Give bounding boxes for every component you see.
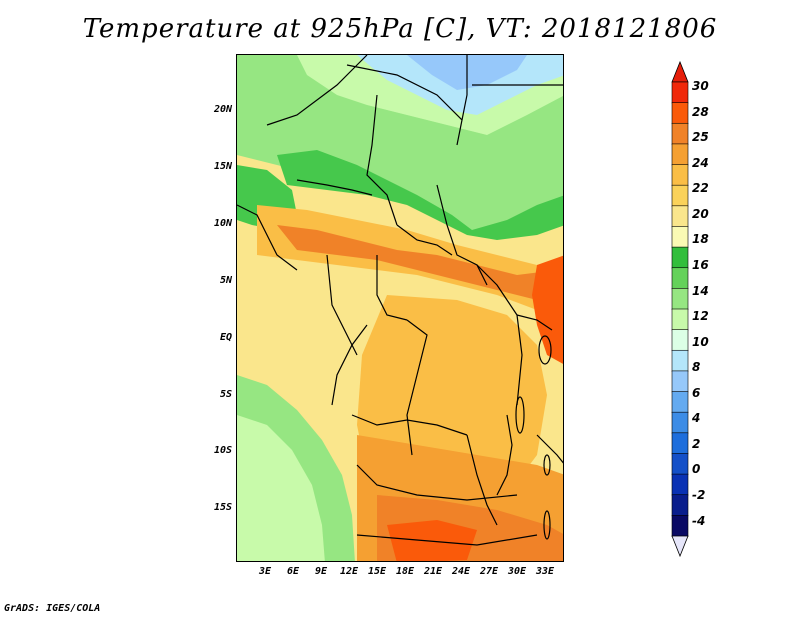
colorbar-label-12: 12 bbox=[692, 309, 709, 323]
lat-label-20n: 20N bbox=[213, 104, 232, 115]
sahel-green-band bbox=[277, 150, 563, 240]
colorbar-label-6: 6 bbox=[692, 386, 701, 400]
colorbar-label-20: 20 bbox=[692, 207, 709, 221]
lat-label-15n: 15N bbox=[213, 161, 232, 172]
colorbar-swatch bbox=[671, 453, 689, 475]
lat-label-5s: 5S bbox=[219, 389, 232, 400]
colorbar-label-22: 22 bbox=[692, 181, 709, 195]
lon-label-30e: 30E bbox=[507, 566, 527, 577]
colorbar-swatch bbox=[671, 411, 689, 434]
colorbar-swatch bbox=[671, 349, 689, 372]
lon-label-12e: 12E bbox=[339, 566, 359, 577]
lon-label-3e: 3E bbox=[258, 566, 272, 577]
colorbar-swatch bbox=[671, 308, 689, 331]
lat-label-10n: 10N bbox=[213, 218, 232, 229]
colorbar-swatch bbox=[671, 122, 689, 145]
colorbar-label-28: 28 bbox=[692, 105, 709, 119]
colorbar-under-triangle bbox=[671, 535, 689, 558]
colorbar-swatch bbox=[671, 226, 689, 248]
lon-label-27e: 27E bbox=[479, 566, 499, 577]
colorbar-swatch bbox=[671, 184, 689, 207]
lon-label-9e: 9E bbox=[314, 566, 328, 577]
colorbar-label-4: 4 bbox=[692, 411, 701, 425]
colorbar-swatch bbox=[671, 494, 689, 517]
southern-hot-spot bbox=[387, 520, 477, 561]
chart-title: Temperature at 925hPa [C], VT: 201812180… bbox=[82, 14, 718, 44]
colorbar-label-24: 24 bbox=[692, 156, 709, 170]
colorbar-swatch bbox=[671, 391, 689, 413]
colorbar-swatch bbox=[671, 432, 689, 455]
colorbar-swatch bbox=[671, 473, 689, 496]
colorbar-swatch bbox=[671, 246, 689, 269]
lat-label-5n: 5N bbox=[219, 275, 232, 286]
colorbar-over-triangle bbox=[671, 60, 689, 83]
lon-label-6e: 6E bbox=[286, 566, 300, 577]
colorbar-label-25: 25 bbox=[692, 130, 709, 144]
colorbar-label-0: 0 bbox=[692, 462, 701, 476]
lon-label-21e: 21E bbox=[423, 566, 443, 577]
colorbar-label-10: 10 bbox=[692, 335, 709, 349]
colorbar-swatch bbox=[671, 288, 689, 310]
colorbar-swatch bbox=[671, 329, 689, 352]
colorbar-swatch bbox=[671, 515, 689, 537]
colorbar-label-16: 16 bbox=[692, 258, 709, 272]
lat-label-10s: 10S bbox=[213, 445, 232, 456]
east-red-region bbox=[532, 255, 563, 364]
lon-label-18e: 18E bbox=[395, 566, 415, 577]
colorbar-label-14: 14 bbox=[692, 284, 709, 298]
colorbar-swatch bbox=[671, 205, 689, 228]
colorbar-label-2: 2 bbox=[692, 437, 701, 451]
temperature-map bbox=[237, 55, 563, 561]
map-panel bbox=[236, 54, 564, 562]
lat-label-eq: EQ bbox=[219, 332, 232, 343]
central-red-band bbox=[277, 225, 563, 300]
southwest-ocean-pale bbox=[237, 415, 325, 561]
colorbar-label-18: 18 bbox=[692, 232, 709, 246]
colorbar-label-8: 8 bbox=[692, 360, 701, 374]
country-borders bbox=[237, 55, 563, 546]
colorbar-swatch bbox=[671, 81, 689, 104]
lon-label-24e: 24E bbox=[451, 566, 471, 577]
lat-label-15s: 15S bbox=[213, 502, 232, 513]
colorbar-label-neg2: -2 bbox=[692, 488, 706, 502]
colorbar-label-neg4: -4 bbox=[692, 514, 706, 528]
colorbar-label-30: 30 bbox=[692, 79, 709, 93]
colorbar-swatch bbox=[671, 102, 689, 125]
colorbar-swatch bbox=[671, 164, 689, 186]
lon-label-15e: 15E bbox=[367, 566, 387, 577]
colorbar-swatch bbox=[671, 267, 689, 290]
lon-label-33e: 33E bbox=[535, 566, 555, 577]
grads-credit: GrADS: IGES/COLA bbox=[4, 603, 101, 614]
lake-outlines bbox=[515, 335, 552, 540]
colorbar-swatch bbox=[671, 370, 689, 393]
colorbar bbox=[671, 60, 689, 558]
colorbar-swatch bbox=[671, 143, 689, 166]
